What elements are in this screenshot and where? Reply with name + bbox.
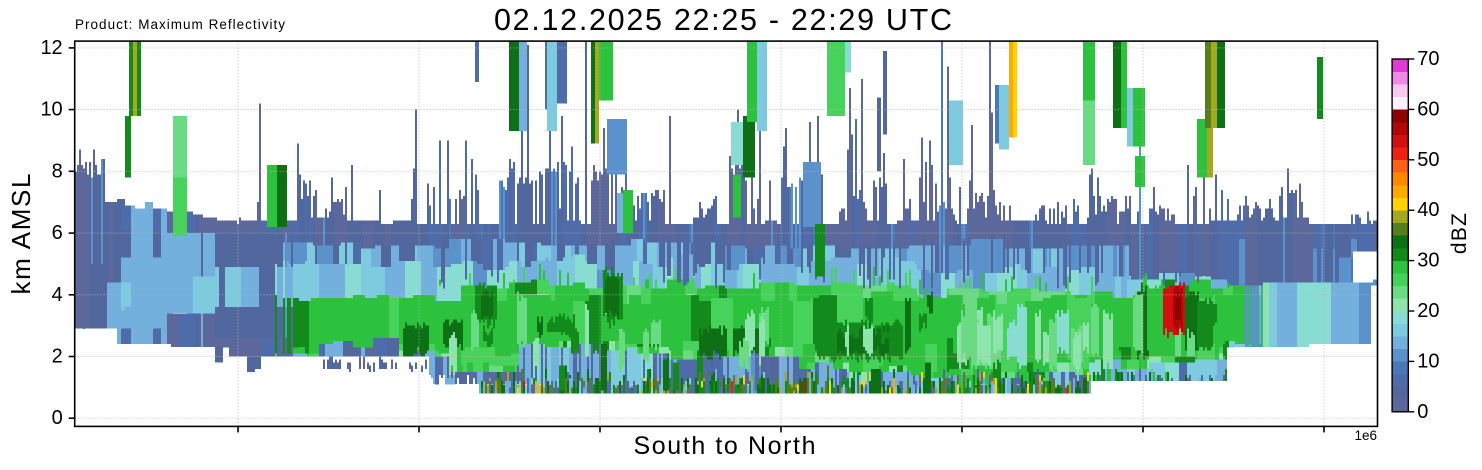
svg-text:70: 70: [1417, 48, 1439, 70]
svg-text:12: 12: [40, 37, 62, 59]
svg-text:1e6: 1e6: [1354, 428, 1377, 443]
svg-text:8: 8: [52, 160, 63, 182]
svg-text:0: 0: [52, 407, 63, 429]
svg-text:0: 0: [1417, 401, 1428, 423]
svg-text:6: 6: [52, 222, 63, 244]
svg-text:dBZ: dBZ: [1448, 213, 1471, 254]
svg-text:10: 10: [1417, 350, 1439, 372]
svg-text:60: 60: [1417, 98, 1439, 120]
svg-text:30: 30: [1417, 250, 1439, 272]
svg-text:02.12.2025 22:25 - 22:29 UTC: 02.12.2025 22:25 - 22:29 UTC: [494, 3, 952, 37]
svg-text:4: 4: [52, 284, 63, 306]
svg-text:20: 20: [1417, 300, 1439, 322]
svg-text:2: 2: [52, 346, 63, 368]
svg-text:km AMSL: km AMSL: [6, 174, 36, 295]
svg-text:50: 50: [1417, 149, 1439, 171]
svg-text:South to North: South to North: [634, 432, 816, 460]
svg-text:10: 10: [40, 99, 62, 121]
svg-text:Product: Maximum Reflectivity: Product: Maximum Reflectivity: [75, 17, 285, 32]
svg-text:40: 40: [1417, 199, 1439, 221]
